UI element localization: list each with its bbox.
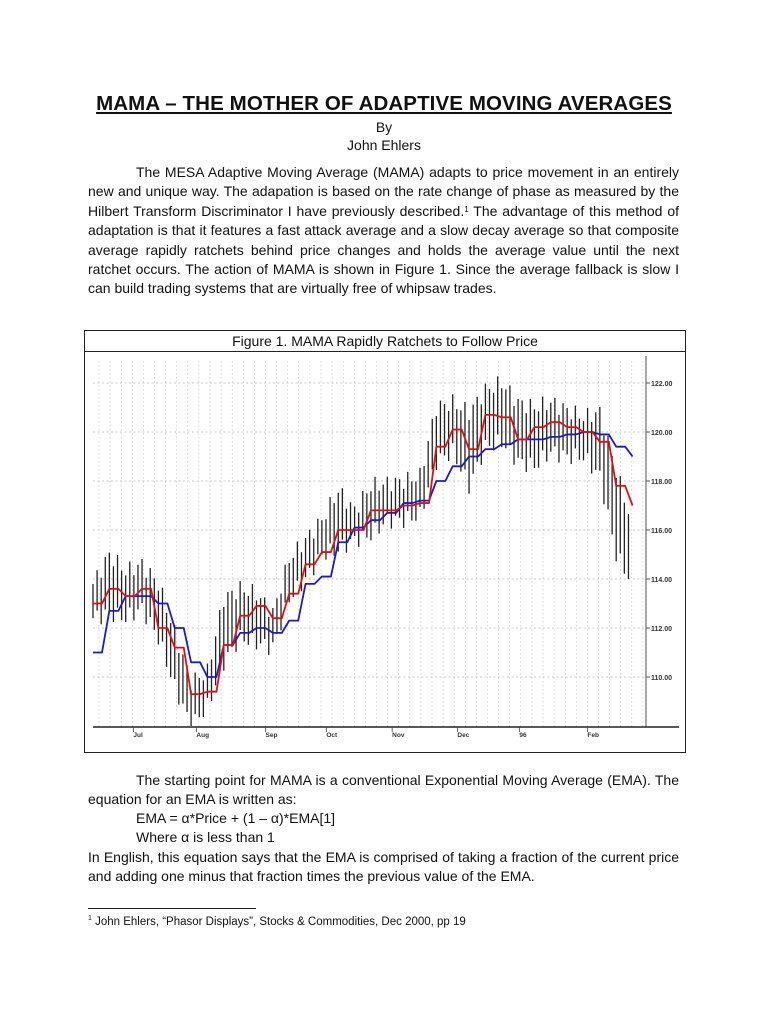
intro-text-part2: The advantage of this method of adaptati… bbox=[88, 202, 679, 297]
y-tick-label: 120.00 bbox=[651, 430, 673, 437]
byline-by: By bbox=[375, 119, 393, 135]
author-name: John Ehlers bbox=[347, 137, 421, 153]
footnote-number: 1 bbox=[88, 915, 92, 922]
fama-line bbox=[93, 431, 634, 678]
intro-text-part1: The MESA Adaptive Moving Average (MAMA) … bbox=[88, 164, 679, 219]
x-tick-label: Feb bbox=[587, 732, 599, 739]
x-tick-label: Nov bbox=[392, 732, 405, 739]
page-title: MAMA – THE MOTHER OF ADAPTIVE MOVING AVE… bbox=[96, 92, 672, 115]
price-chart: 122.00 120.00 118.00 116.00 114.00 112.00 110.… bbox=[92, 356, 679, 739]
ema-paragraph: The starting point for MAMA is a convent… bbox=[88, 771, 679, 810]
mama-line bbox=[93, 413, 634, 696]
figure-caption: Figure 1. MAMA Rapidly Ratchets to Follo… bbox=[85, 331, 685, 352]
x-tick-label: Dec bbox=[457, 732, 469, 739]
alpha-condition: Where α is less than 1 bbox=[136, 829, 275, 845]
y-tick-label: 118.00 bbox=[651, 479, 672, 486]
y-tick-label: 122.00 bbox=[651, 381, 673, 388]
ema-paragraph-text: The starting point for MAMA is a convent… bbox=[88, 772, 679, 808]
x-tick-label: 96 bbox=[519, 732, 527, 739]
footnote-divider bbox=[88, 908, 256, 909]
y-tick-label: 114.00 bbox=[651, 577, 672, 584]
intro-paragraph: The MESA Adaptive Moving Average (MAMA) … bbox=[88, 163, 679, 299]
figure-1: Figure 1. MAMA Rapidly Ratchets to Follo… bbox=[84, 330, 686, 753]
footnote: 1 John Ehlers, “Phasor Displays”, Stocks… bbox=[88, 915, 466, 928]
y-tick-label: 116.00 bbox=[651, 528, 672, 535]
x-tick-label: Aug bbox=[196, 732, 209, 739]
x-tick-label: Jul bbox=[133, 732, 143, 739]
footnote-reference: 1 bbox=[464, 204, 469, 214]
y-tick-label: 110.00 bbox=[651, 675, 672, 682]
ema-equation: EMA = α*Price + (1 – α)*EMA[1] bbox=[136, 810, 336, 826]
x-tick-label: Sep bbox=[266, 732, 278, 739]
explanation-paragraph: In English, this equation says that the … bbox=[88, 849, 679, 885]
y-tick-label: 112.00 bbox=[651, 626, 672, 633]
footnote-text: John Ehlers, “Phasor Displays”, Stocks &… bbox=[91, 916, 466, 928]
x-tick-label: Oct bbox=[326, 732, 338, 739]
